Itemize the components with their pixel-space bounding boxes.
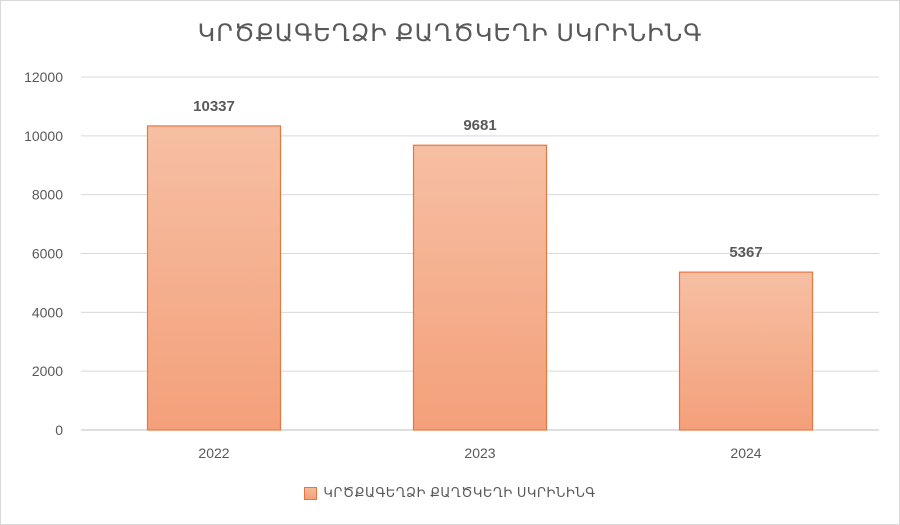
- y-tick-label: 12000: [24, 69, 63, 85]
- legend-swatch: [304, 486, 318, 500]
- y-tick-label: 10000: [24, 128, 63, 144]
- data-label-2022: 10337: [193, 98, 235, 115]
- data-label-2023: 9681: [463, 117, 496, 134]
- x-tick-label: 2023: [464, 445, 495, 461]
- y-tick-label: 2000: [32, 363, 63, 379]
- legend: ԿՐԾՔԱԳԵՂՁԻ ՔԱՂԾԿԵՂԻ ՍԿՐԻՆԻՆԳ: [1, 485, 899, 501]
- x-axis-ticks: 2022 2023 2024: [198, 445, 761, 461]
- data-labels: 10337 9681 5367: [193, 98, 763, 261]
- y-tick-label: 4000: [32, 304, 63, 320]
- data-label-2024: 5367: [729, 244, 762, 261]
- legend-label: ԿՐԾՔԱԳԵՂՁԻ ՔԱՂԾԿԵՂԻ ՍԿՐԻՆԻՆԳ: [323, 485, 596, 500]
- y-axis-ticks: 0 2000 4000 6000 8000 10000 12000: [24, 69, 63, 438]
- bars: [146, 125, 814, 431]
- y-tick-label: 6000: [32, 246, 63, 262]
- x-tick-label: 2024: [730, 445, 761, 461]
- bar-2024: [678, 271, 814, 431]
- bar-2023: [412, 144, 548, 431]
- bar-2022: [146, 125, 282, 431]
- x-tick-label: 2022: [198, 445, 229, 461]
- y-tick-label: 0: [55, 422, 63, 438]
- y-tick-label: 8000: [32, 187, 63, 203]
- chart-title: ԿՐԾՔԱԳԵՂՁԻ ՔԱՂԾԿԵՂԻ ՍԿՐԻՆԻՆԳ: [197, 20, 703, 47]
